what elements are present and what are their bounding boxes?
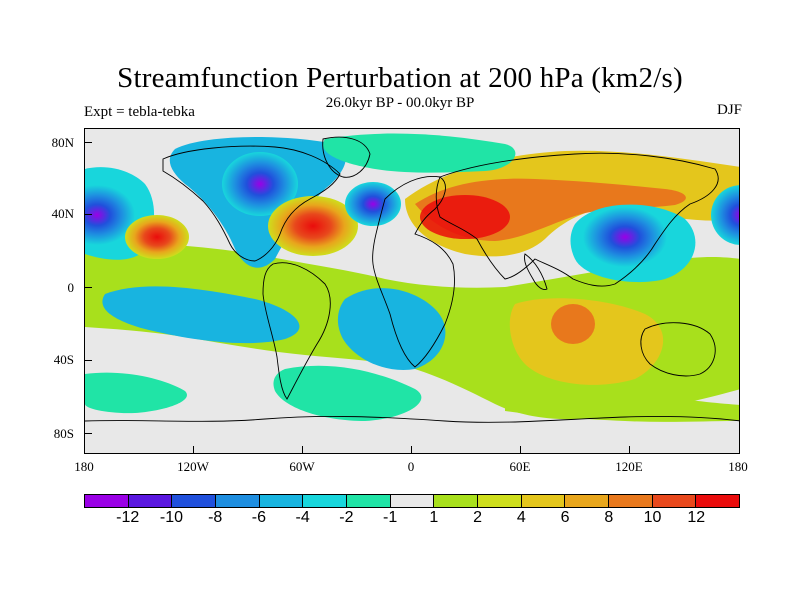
coast-europe-africa	[372, 176, 456, 368]
coast-australia	[640, 322, 716, 377]
y-tick	[84, 360, 92, 361]
field-south-pacific-negative	[102, 286, 300, 344]
experiment-label: Expt = tebla-tebka	[84, 104, 195, 120]
colorbar-label: 10	[643, 509, 662, 526]
colorbar-swatch	[652, 495, 697, 507]
coastlines	[85, 136, 739, 423]
field-south-indian-negative	[273, 365, 422, 421]
colorbar-label: -6	[251, 509, 267, 526]
field-eurasia-red	[420, 195, 510, 239]
colorbar-swatch	[303, 495, 348, 507]
y-tick	[84, 433, 92, 434]
x-tick	[520, 446, 521, 454]
colorbar-label: 12	[687, 509, 706, 526]
y-tick-label: 80N	[51, 135, 74, 150]
field-asia-low	[583, 207, 667, 267]
colorbar-swatch	[565, 495, 610, 507]
colorbar-label: -8	[208, 509, 223, 526]
colorbar-swatch	[696, 495, 740, 507]
colorbar-swatch	[172, 495, 217, 507]
coast-antarctica	[85, 415, 739, 423]
y-tick	[84, 142, 92, 143]
figure-title: Streamfunction Perturbation at 200 hPa (…	[117, 62, 683, 94]
coast-south-america	[262, 262, 331, 400]
colorbar-swatch	[128, 495, 173, 507]
y-tick-label: 80S	[53, 426, 74, 441]
x-tick	[193, 446, 194, 454]
colorbar-swatch	[434, 495, 479, 507]
colorbar-label: 1	[429, 509, 439, 526]
field-right-edge-low	[711, 185, 739, 245]
field-south-indian-high	[551, 304, 595, 344]
colorbar-swatch	[259, 495, 304, 507]
figure-subtitle: 26.0kyr BP - 00.0kyr BP	[325, 95, 475, 111]
colorbar-label: -2	[339, 509, 354, 526]
colorbar-swatch	[478, 495, 522, 507]
colorbar-swatch	[390, 495, 435, 507]
colorbar-label: -10	[159, 509, 184, 526]
coast-asia	[435, 152, 719, 287]
colorbar-label: -12	[116, 509, 140, 526]
field-north-america-low	[222, 152, 298, 216]
y-tick-label: 0	[67, 280, 75, 295]
colorbar	[84, 494, 740, 508]
colorbar-swatch	[521, 495, 566, 507]
colorbar-swatch	[85, 495, 129, 507]
field-south-atlantic-negative	[337, 288, 446, 370]
x-tick	[411, 446, 412, 454]
field-atlantic-high	[268, 196, 358, 256]
colorbar-swatch	[216, 495, 260, 507]
y-tick-label: 40S	[53, 352, 74, 367]
x-tick-label: 180	[728, 459, 748, 474]
coast-north-america	[162, 145, 341, 262]
y-tick	[84, 214, 92, 215]
x-tick	[629, 446, 630, 454]
x-tick-label: 180	[74, 459, 94, 474]
season-label: DJF	[716, 102, 742, 118]
x-tick	[302, 446, 303, 454]
x-tick-label: 120E	[615, 459, 643, 474]
field-arctic-cyan	[323, 133, 516, 173]
coast-india	[524, 253, 548, 290]
map-panel	[84, 128, 740, 454]
field-east-pacific-high	[125, 215, 189, 259]
colorbar-label: 2	[473, 509, 483, 526]
colorbar-label: 4	[516, 509, 526, 526]
field-southern-ocean-green	[85, 372, 187, 414]
colorbar-label: -1	[383, 509, 398, 526]
field-atlantic-low	[345, 182, 401, 226]
x-tick-label: 120W	[177, 459, 209, 474]
x-tick-label: 60W	[289, 459, 315, 474]
y-tick	[84, 287, 92, 288]
colorbar-swatch	[347, 495, 391, 507]
colorbar-label: -4	[295, 509, 310, 526]
field-south-indian-positive	[509, 298, 664, 385]
field-north-pacific-low	[85, 185, 135, 245]
x-tick-label: 0	[407, 459, 415, 474]
streamfunction-map	[85, 129, 739, 453]
y-tick-label: 40N	[51, 206, 74, 221]
x-tick-label: 60E	[509, 459, 531, 474]
coast-greenland	[322, 136, 371, 178]
colorbar-label: 6	[560, 509, 570, 526]
field-antarctic-green	[505, 392, 739, 422]
colorbar-swatch	[609, 495, 653, 507]
colorbar-label: 8	[604, 509, 614, 526]
